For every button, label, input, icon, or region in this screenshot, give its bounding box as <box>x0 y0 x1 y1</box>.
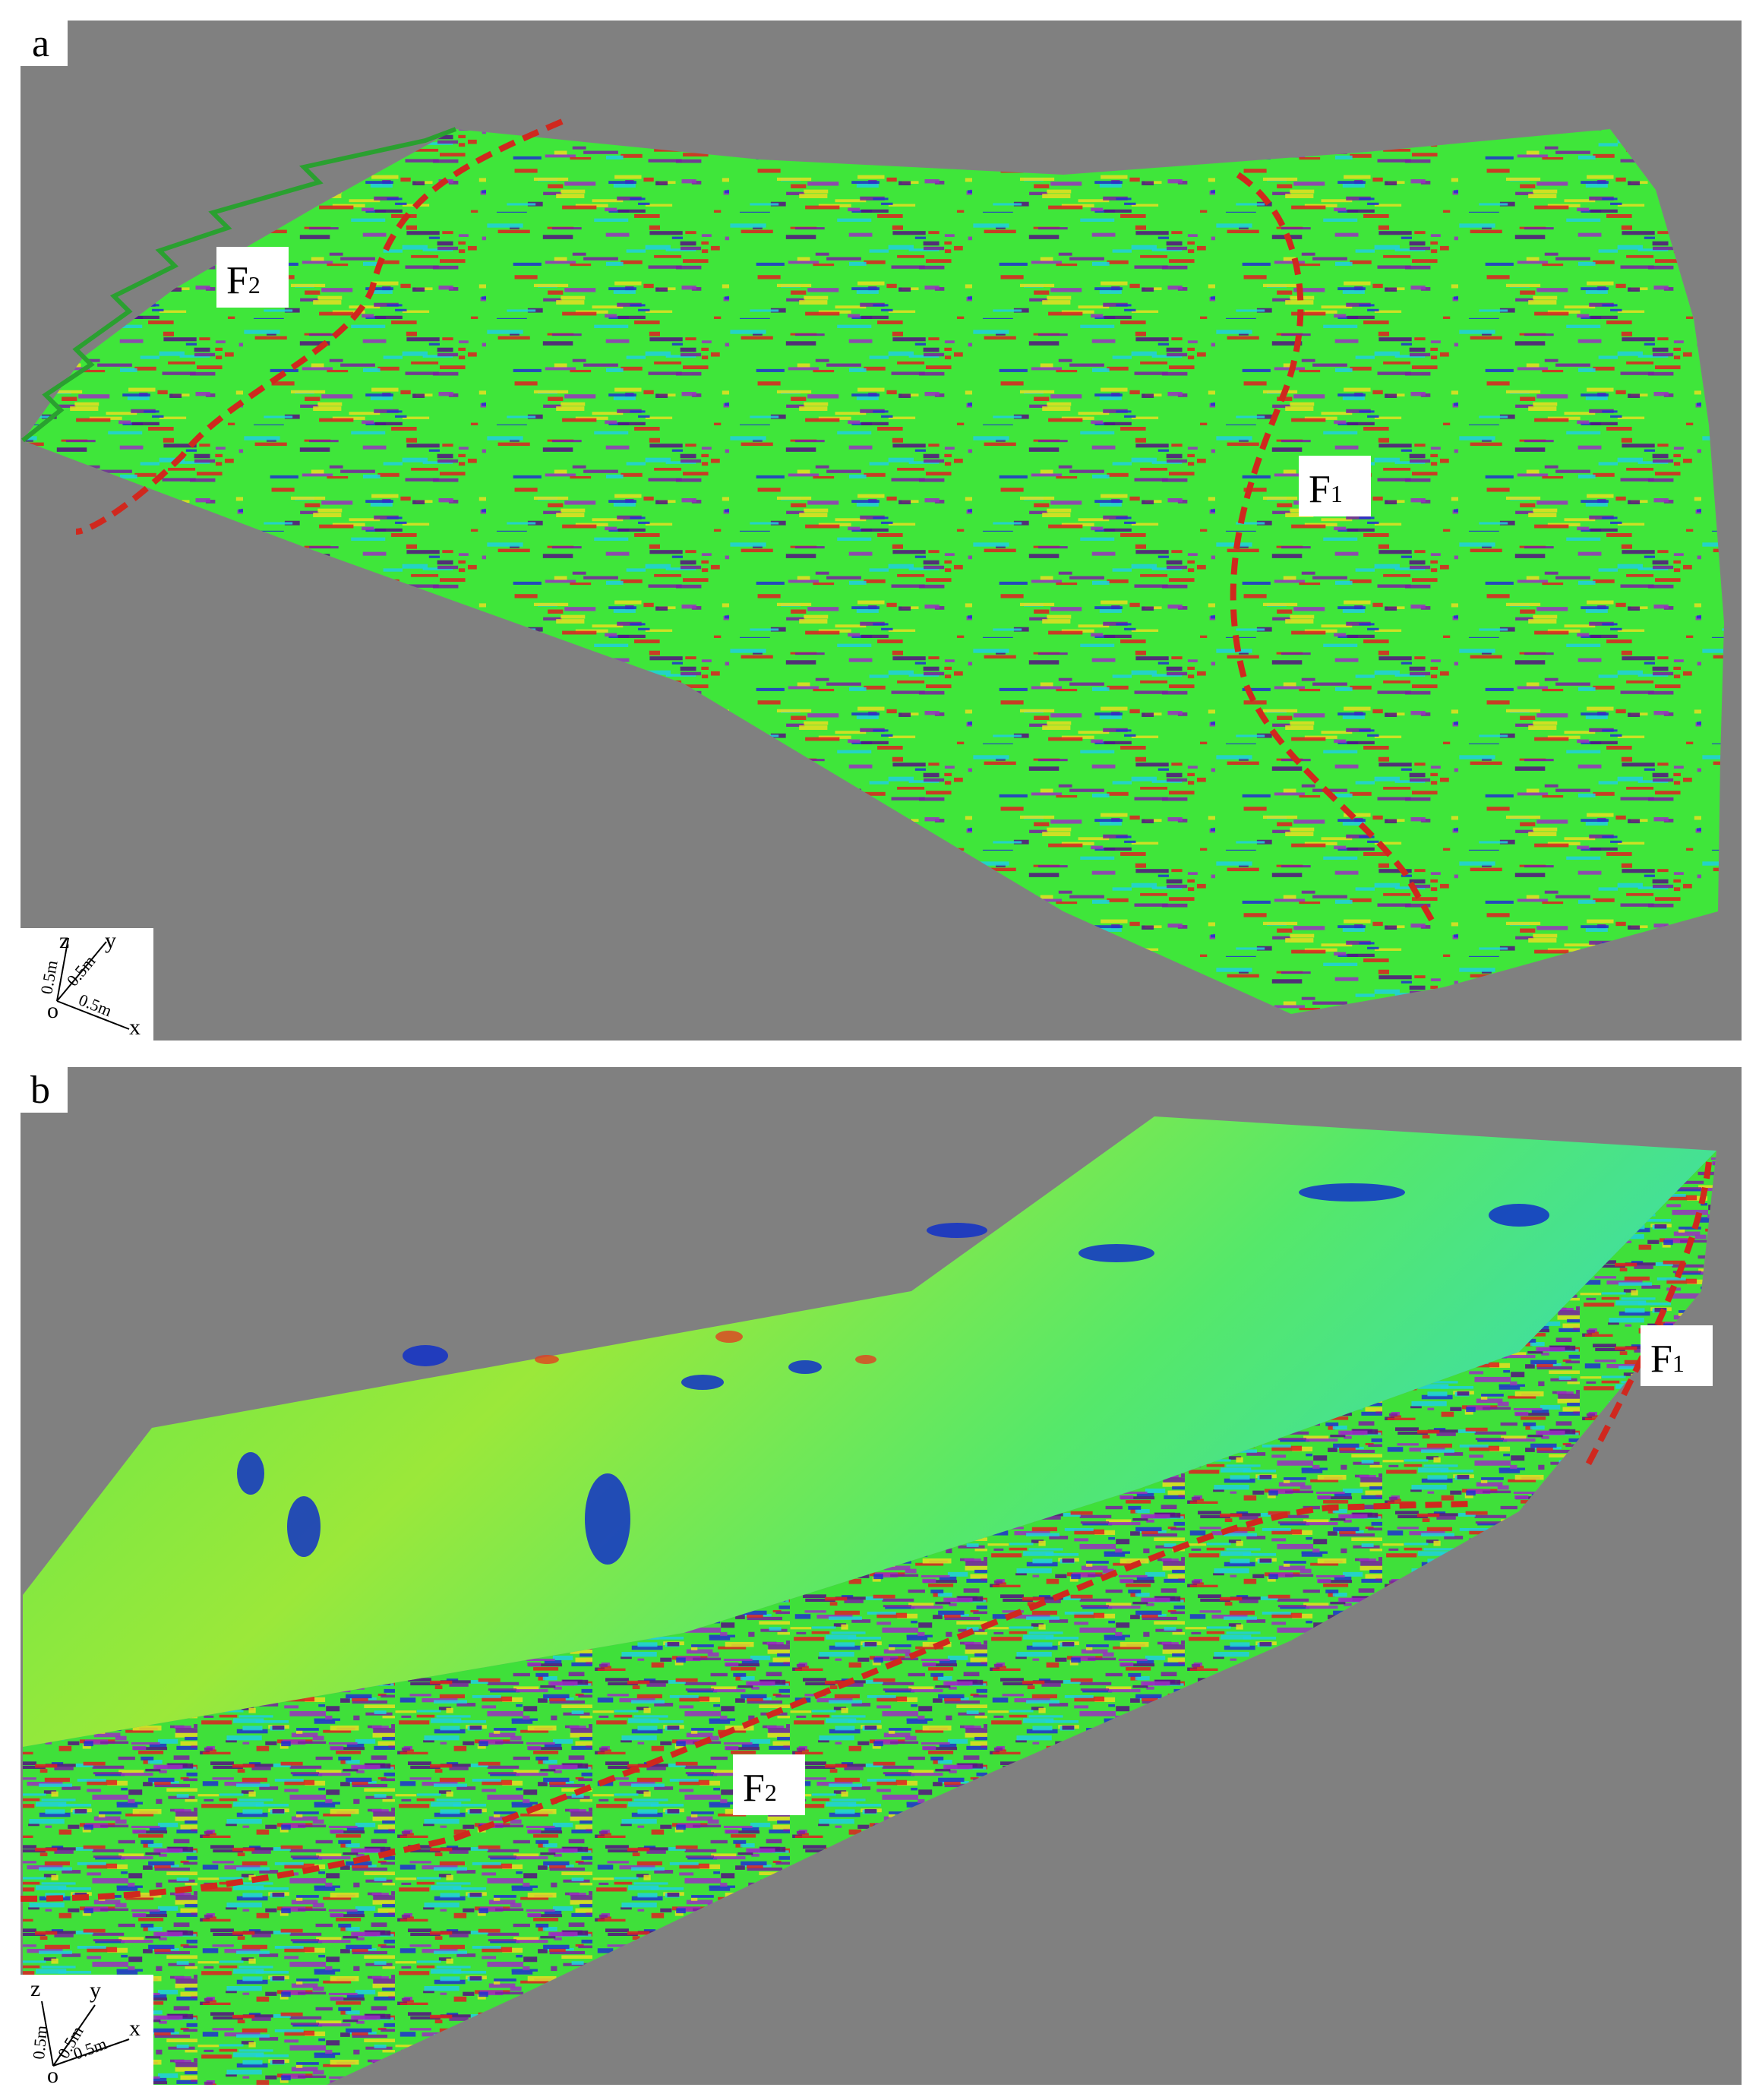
axis-x <box>52 2038 130 2067</box>
anomaly <box>1078 1244 1154 1262</box>
axis-z <box>41 2001 54 2067</box>
anomaly <box>715 1331 743 1343</box>
fault-name: F <box>743 1767 765 1810</box>
axis-indicator: z y x o 0.5m 0.5m 0.5m <box>21 1975 153 2088</box>
anomaly <box>287 1496 321 1557</box>
anomalies <box>237 1183 1549 1565</box>
fault-name: F <box>1650 1337 1672 1381</box>
axis-label: z <box>59 928 69 953</box>
fault-subscript: 2 <box>248 271 261 298</box>
fault-subscript: 2 <box>765 1779 777 1806</box>
anomaly <box>237 1452 264 1495</box>
fault-subscript: 1 <box>1672 1350 1685 1377</box>
fault-label: F1 <box>1309 468 1343 511</box>
axis-indicator: z y x o 0.5m 0.5m 0.5m <box>21 928 153 1041</box>
axis-label: y <box>90 1978 101 2003</box>
fault-name: F <box>226 259 248 302</box>
fault-label-box <box>216 247 289 308</box>
fault-line <box>1584 1161 1712 1467</box>
fault-subscript: 1 <box>1331 480 1343 507</box>
anomaly <box>535 1355 559 1364</box>
axis-box <box>21 928 153 1041</box>
panel-a: F2 F1 a z y x o 0.5m 0.5m 0.5m <box>21 21 1742 1041</box>
fault-label-box <box>733 1754 805 1815</box>
panel-label-box <box>21 1067 68 1113</box>
anomaly <box>788 1360 822 1374</box>
panel-label-box <box>21 21 68 66</box>
fault-line <box>1230 172 1438 928</box>
anomaly <box>1299 1183 1405 1202</box>
axis-label: x <box>129 1015 141 1040</box>
fault-label: F2 <box>226 259 261 302</box>
axis-y <box>52 2004 96 2067</box>
anomaly <box>403 1345 448 1366</box>
axis-box <box>21 1975 153 2085</box>
anomaly <box>855 1355 876 1364</box>
fault-line <box>75 118 564 535</box>
axis-label: x <box>129 2016 141 2041</box>
axis-scale: 0.5m <box>29 2025 51 2061</box>
panel-b: F2 F1 b z y x o 0.5m 0.5m 0.5m <box>20 1067 1742 2088</box>
fault-line <box>20 1501 1470 1902</box>
axis-label: z <box>30 1976 40 2001</box>
fault-label: F2 <box>743 1767 777 1810</box>
axis-label: o <box>47 998 58 1023</box>
seismic-top <box>23 1116 1716 1747</box>
panel-label: a <box>32 22 49 65</box>
panel-label: b <box>30 1069 50 1112</box>
fault-name: F <box>1309 468 1331 511</box>
seismic-side <box>23 1151 1716 2085</box>
axis-z <box>56 937 69 1002</box>
sheet-edges <box>21 127 457 443</box>
fault-label-box <box>1299 456 1371 516</box>
fault-label-box <box>1641 1325 1713 1386</box>
anomaly <box>681 1375 724 1390</box>
axis-y <box>56 941 107 1002</box>
axis-label: o <box>47 2063 58 2088</box>
fault-label: F1 <box>1650 1337 1685 1381</box>
anomaly <box>585 1473 630 1565</box>
anomaly <box>927 1223 987 1238</box>
anomaly <box>1489 1204 1549 1227</box>
axis-label: y <box>105 928 116 953</box>
axis-x <box>56 1000 130 1030</box>
